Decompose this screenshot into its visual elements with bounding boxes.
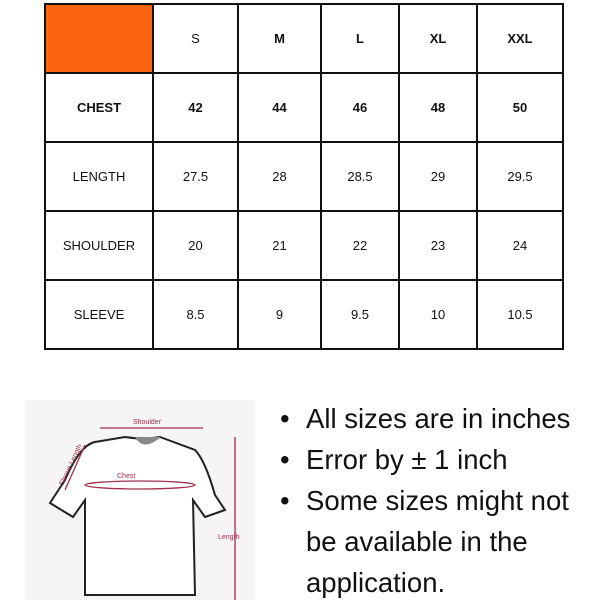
note-item: • All sizes are in inches <box>280 398 600 439</box>
cell: 44 <box>237 72 322 143</box>
cell: 27.5 <box>152 141 239 212</box>
bullet-icon: • <box>280 403 290 434</box>
size-xl: XL <box>398 3 478 74</box>
cell: 9 <box>237 279 322 350</box>
cell: 50 <box>476 72 564 143</box>
cell: 29 <box>398 141 478 212</box>
cell: 21 <box>237 210 322 281</box>
tshirt-diagram: Shoulder Chest Length Sleeve Length <box>25 400 255 600</box>
row-label: LENGTH <box>44 141 154 212</box>
note-text: Error by ± 1 inch <box>306 444 508 475</box>
cell: 22 <box>320 210 400 281</box>
table-row: SHOULDER 20 21 22 23 24 <box>44 210 564 281</box>
cell: 29.5 <box>476 141 564 212</box>
cell: 10 <box>398 279 478 350</box>
cell: 20 <box>152 210 239 281</box>
chest-label: Chest <box>117 473 135 480</box>
note-text: Some sizes might not be available in the… <box>306 485 569 598</box>
length-label: Length <box>218 534 240 541</box>
size-m: M <box>237 3 322 74</box>
size-chart-table: S M L XL XXL CHEST 42 44 46 48 50 LENGTH 27.… <box>44 3 564 350</box>
measure-lines <box>64 427 236 600</box>
cell: 8.5 <box>152 279 239 350</box>
row-label: CHEST <box>44 72 154 143</box>
cell: 28 <box>237 141 322 212</box>
cell: 48 <box>398 72 478 143</box>
cell: 46 <box>320 72 400 143</box>
size-xxl: XXL <box>476 3 564 74</box>
note-item: • Some sizes might not be available in th… <box>280 480 600 603</box>
size-s: S <box>152 3 239 74</box>
bullet-icon: • <box>280 485 290 516</box>
collar <box>135 437 161 445</box>
bullet-icon: • <box>280 444 290 475</box>
corner-cell <box>44 3 154 74</box>
cell: 10.5 <box>476 279 564 350</box>
notes-list: • All sizes are in inches • Error by ± 1 i… <box>280 398 600 603</box>
table-row: CHEST 42 44 46 48 50 <box>44 72 564 143</box>
size-l: L <box>320 3 400 74</box>
cell: 23 <box>398 210 478 281</box>
row-label: SLEEVE <box>44 279 154 350</box>
row-label: SHOULDER <box>44 210 154 281</box>
table-row: SLEEVE 8.5 9 9.5 10 10.5 <box>44 279 564 350</box>
cell: 24 <box>476 210 564 281</box>
note-text: All sizes are in inches <box>306 403 571 434</box>
note-item: • Error by ± 1 inch <box>280 439 600 480</box>
cell: 9.5 <box>320 279 400 350</box>
shoulder-label: Shoulder <box>133 419 162 426</box>
cell: 28.5 <box>320 141 400 212</box>
cell: 42 <box>152 72 239 143</box>
header-row: S M L XL XXL <box>44 3 564 74</box>
table-row: LENGTH 27.5 28 28.5 29 29.5 <box>44 141 564 212</box>
